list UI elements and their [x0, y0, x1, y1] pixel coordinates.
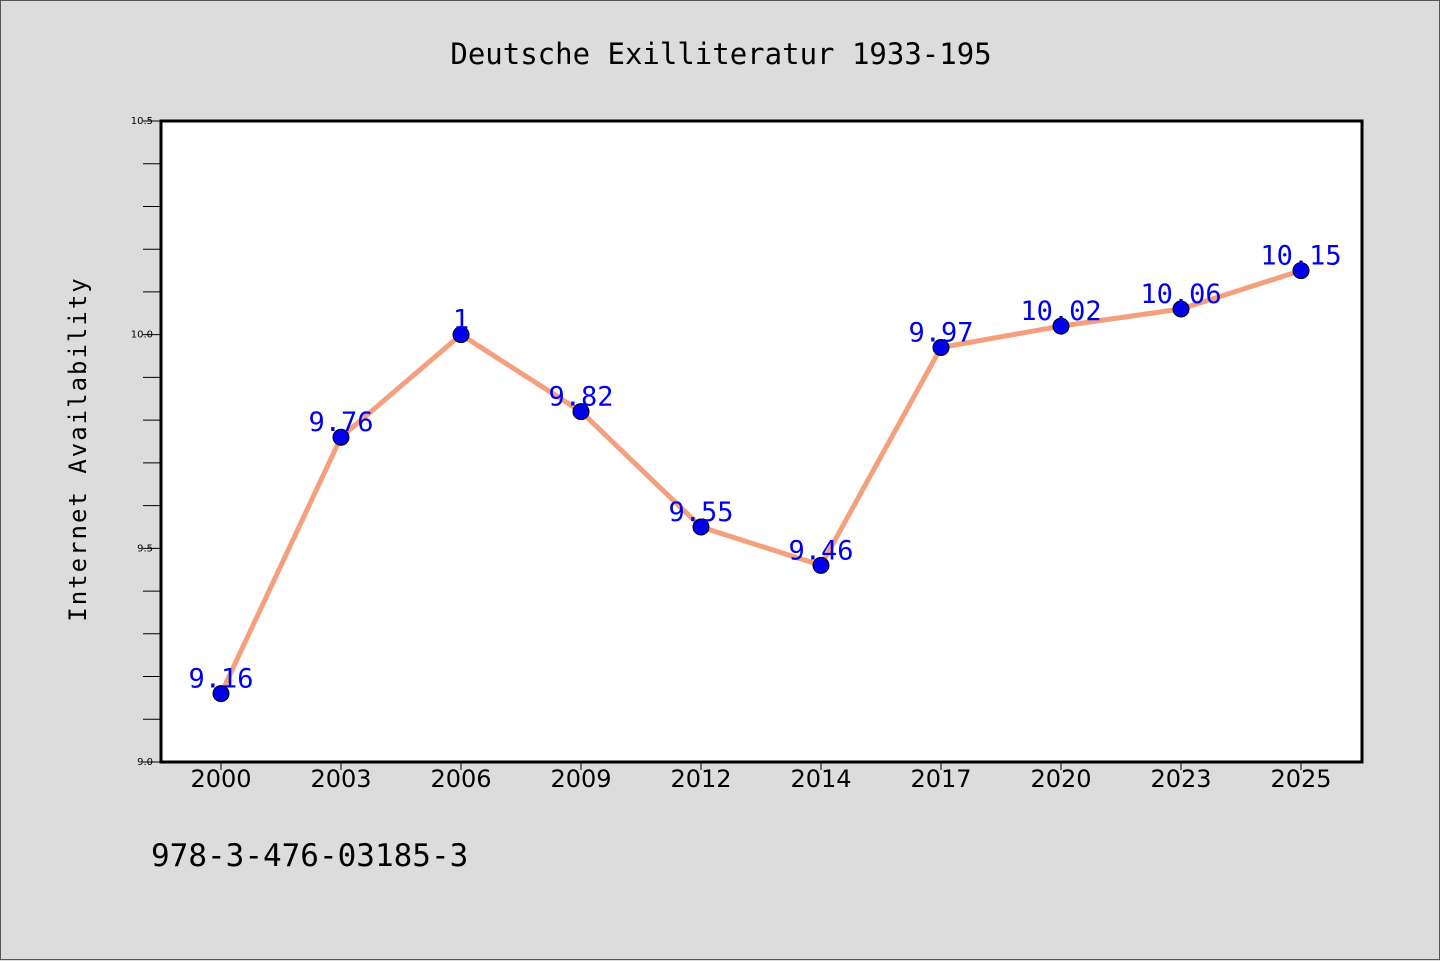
data-point	[572, 403, 590, 421]
data-label: 10.02	[1020, 296, 1101, 327]
chart-title: Deutsche Exilliteratur 1933-195	[450, 37, 991, 71]
x-tick-label: 2003	[310, 765, 371, 793]
x-tick-label: 2009	[550, 765, 611, 793]
data-point	[212, 685, 230, 703]
data-label: 9.16	[188, 664, 253, 695]
data-point	[932, 338, 950, 356]
data-label: 9.97	[908, 317, 973, 348]
y-axis-label: Internet Availability	[64, 276, 92, 621]
data-label: 9.55	[668, 497, 733, 528]
y-axis-ticks: 9.0 9.5 10.0 10.5	[131, 116, 161, 768]
x-tick-label: 2017	[910, 765, 971, 793]
x-tick-label: 2000	[190, 765, 251, 793]
data-label: 1	[453, 305, 469, 336]
x-tick-label: 2025	[1270, 765, 1331, 793]
y-tick-label: 9.0	[137, 757, 153, 768]
data-label: 9.46	[788, 535, 853, 566]
x-axis-ticks: 2000 2003 2006 2009 2012 2014 2017 2020 2023 2025	[190, 762, 1332, 793]
x-tick-label: 2012	[670, 765, 731, 793]
isbn-text: 978-3-476-03185-3	[151, 838, 468, 874]
data-point	[1052, 317, 1070, 335]
plot-area	[159, 119, 1364, 764]
data-label: 9.76	[308, 407, 373, 438]
data-label: 9.82	[548, 382, 613, 413]
data-point	[812, 556, 830, 574]
y-tick-label: 10.5	[131, 116, 153, 127]
x-tick-label: 2014	[790, 765, 851, 793]
x-tick-label: 2023	[1150, 765, 1211, 793]
data-point	[1292, 262, 1310, 280]
y-tick-label: 9.5	[137, 543, 153, 554]
y-tick-label: 10.0	[131, 330, 153, 341]
data-label: 10.06	[1140, 279, 1221, 310]
data-point	[332, 428, 350, 446]
data-label: 10.15	[1260, 241, 1341, 272]
series-line	[218, 268, 1302, 695]
data-point	[452, 326, 470, 344]
x-tick-label: 2020	[1030, 765, 1091, 793]
data-point	[1172, 300, 1190, 318]
x-tick-label: 2006	[430, 765, 491, 793]
data-series: 9.16 9.76 1 9.82 9.55 9.46 9.97 10.02 10.06 10.15	[188, 241, 1342, 703]
data-point	[692, 518, 710, 536]
